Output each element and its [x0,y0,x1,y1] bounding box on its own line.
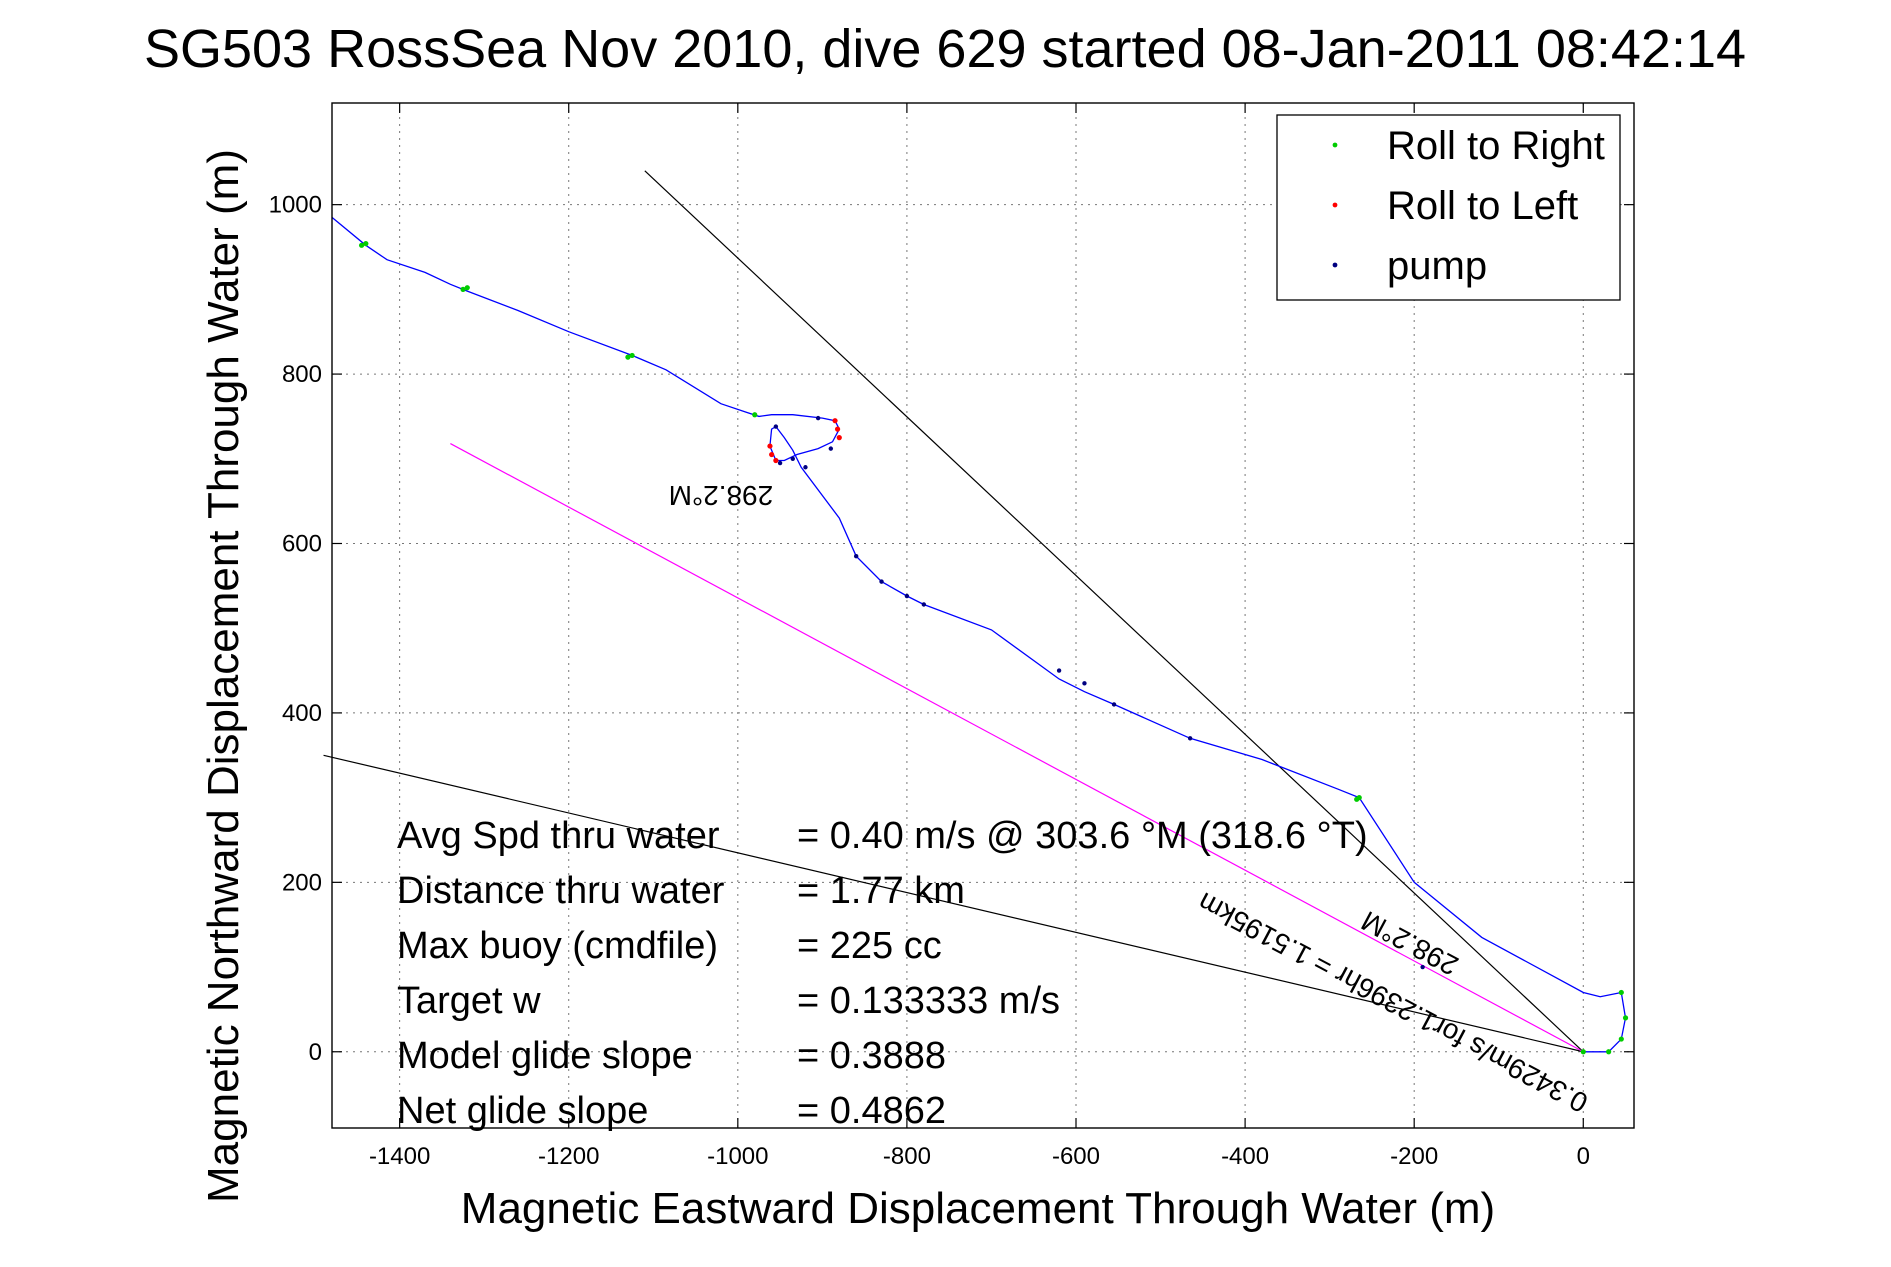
stat-value: = 0.40 m/s @ 303.6 °M (318.6 °T) [797,815,1368,857]
pump-point [803,465,808,470]
legend: Roll to Right Roll to Left pump [1276,114,1621,301]
annotation-label: 298.2°M [1356,905,1463,981]
chart-title: SG503 RossSea Nov 2010, dive 629 started… [144,19,1746,79]
stat-label: Net glide slope [397,1090,648,1132]
reference-lines [323,170,1584,1053]
x-tick-label: -1400 [369,1143,430,1170]
roll-right-point [1618,989,1624,996]
y-tick-label: 1000 [269,192,322,219]
roll-right-point [1580,1049,1586,1055]
legend-label: Roll to Left [1387,184,1578,228]
pump-point [828,446,834,451]
pump-point [777,460,783,466]
pump-point [815,415,821,421]
x-tick-label: -1000 [707,1143,768,1170]
pump-point [1056,668,1062,673]
y-tick-label: 800 [282,361,322,388]
x-tick-label: -200 [1390,1143,1438,1170]
roll-right-point [1618,1036,1624,1042]
roll-right-point [1622,1015,1629,1021]
event-points [358,241,1629,1055]
y-axis-label: Magnetic Northward Displacement Through … [199,149,248,1203]
roll-right-point [358,242,365,248]
pump-point [1111,702,1117,707]
legend-label: Roll to Right [1387,124,1605,168]
annotation-label: 298.2°M [669,480,774,511]
x-axis-label: Magnetic Eastward Displacement Through W… [461,1184,1495,1233]
roll-left-point [769,451,775,458]
stat-label: Target w [397,980,541,1022]
pump-point [1187,736,1193,741]
roll-right-point [363,241,369,247]
stat-label: Avg Spd thru water [397,815,720,857]
x-tick-label: -800 [883,1143,931,1170]
stat-label: Model glide slope [397,1035,693,1077]
stat-label: Distance thru water [397,870,725,912]
pump-point [879,579,884,584]
reference-line [323,754,1584,1053]
pump-point [904,593,910,599]
x-tick-label: -400 [1221,1143,1269,1170]
roll-right-point [460,286,466,292]
stat-value: = 0.3888 [797,1035,946,1077]
roll-left-point [767,443,773,449]
pump-point [921,602,927,607]
plot-frame [331,102,1635,1129]
stats-block: Avg Spd thru water = 0.40 m/s @ 303.6 °M … [397,815,1368,1132]
legend-marker [1332,142,1338,148]
y-tick-label: 600 [282,530,322,557]
y-tick-label: 200 [282,869,322,896]
roll-right-point [629,352,635,359]
stat-value: = 0.4862 [797,1090,946,1132]
roll-left-point [773,457,779,464]
roll-left-point [832,418,838,424]
roll-right-point [1354,796,1360,802]
stat-value: = 225 cc [797,925,942,967]
roll-left-point [836,435,842,441]
roll-right-point [1606,1049,1612,1055]
y-tick-label: 400 [282,700,322,727]
roll-right-point [464,285,470,291]
stat-label: Max buoy (cmdfile) [397,925,718,967]
reference-line [644,170,1584,1053]
legend-marker [1332,262,1338,268]
pump-point [790,456,795,461]
annotations: 298.2°M0.3429m/s for1.2396hr = 1.5195km2… [669,480,1593,1119]
pump-point [1082,681,1087,686]
x-tick-label: -1200 [538,1143,599,1170]
stat-value: = 1.77 km [797,870,965,912]
y-tick-label: 0 [309,1039,322,1066]
axes: -1400 -1200 -1000 -800 -600 -400 -200 0 0 200 400 6… [269,102,1635,1170]
pump-point [773,424,779,429]
roll-right-point [625,354,631,360]
reference-line [450,443,1584,1053]
pump-point [853,554,859,559]
legend-marker [1332,202,1338,208]
legend-label: pump [1387,244,1487,288]
x-tick-label: -600 [1052,1143,1100,1170]
pump-point [1420,964,1425,970]
stat-value: = 0.133333 m/s [797,980,1060,1022]
x-tick-label: 0 [1577,1143,1590,1170]
roll-left-point [834,426,841,432]
roll-right-point [752,412,758,418]
